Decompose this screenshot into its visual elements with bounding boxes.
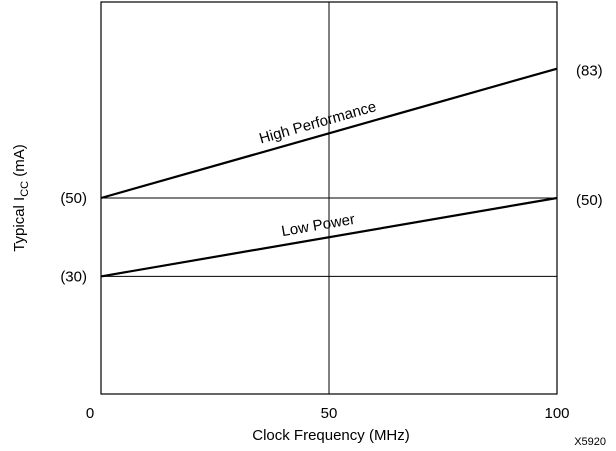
- y-axis-label-subscript: CC: [19, 181, 31, 197]
- end-value-label-low-power: (50): [576, 192, 603, 209]
- start-value-label-low-power: (30): [60, 268, 87, 285]
- grid: [101, 2, 557, 394]
- series-lines: [100, 67, 558, 278]
- figure-id: X5920: [574, 436, 606, 448]
- x-tick-labels: 0 50 100: [86, 405, 570, 422]
- series-line-low-power: [100, 196, 558, 278]
- y-axis-label-suffix: (mA): [11, 144, 28, 181]
- series-label-low-power: Low Power: [280, 211, 356, 240]
- x-tick-label-0: 0: [86, 405, 94, 422]
- endpoint-labels: (50) (83) (30) (50): [60, 63, 602, 286]
- series-line-high-performance: [100, 67, 558, 200]
- x-tick-label-100: 100: [544, 405, 569, 422]
- x-tick-label-50: 50: [321, 405, 338, 422]
- series-label-high-performance: High Performance: [257, 98, 378, 147]
- series-labels: High Performance Low Power: [257, 98, 378, 240]
- end-value-label-high-performance: (83): [576, 63, 603, 80]
- y-axis-label-prefix: Typical I: [11, 197, 28, 252]
- y-axis-label: Typical ICC (mA): [11, 144, 31, 252]
- x-axis-label: Clock Frequency (MHz): [252, 427, 410, 444]
- start-value-label-high-performance: (50): [60, 190, 87, 207]
